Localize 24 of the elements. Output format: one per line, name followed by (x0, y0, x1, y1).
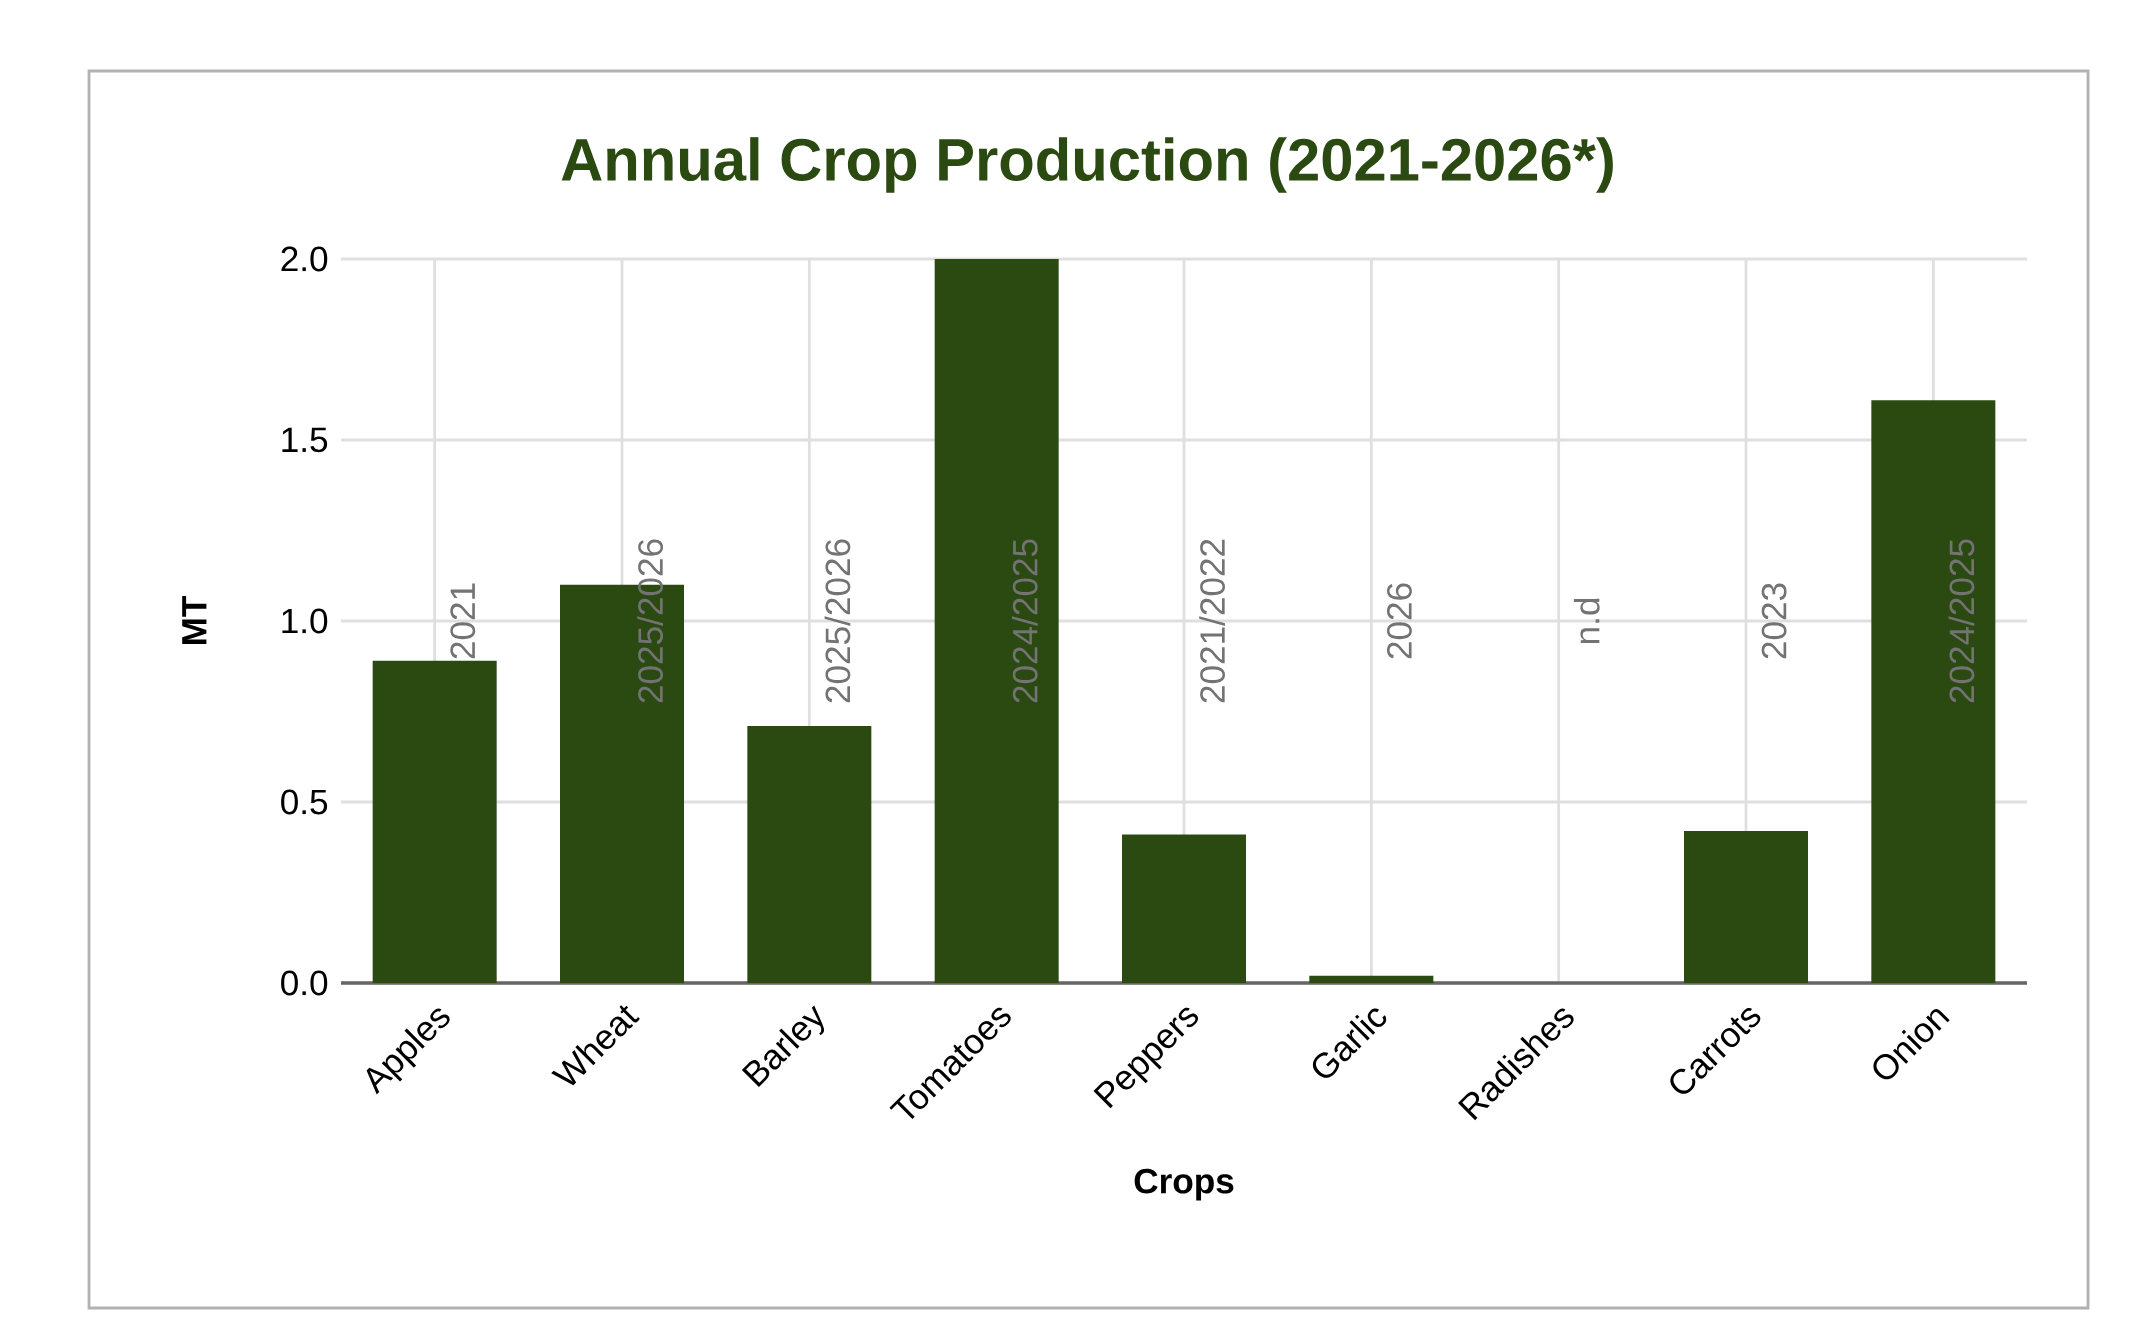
annotation: 2025/2026 (637, 539, 663, 703)
annotation: 2023 (1761, 583, 1787, 659)
y-tick-label: 0.0 (281, 970, 328, 996)
y-axis-title: MT (182, 595, 207, 644)
bar (1122, 834, 1246, 983)
annotation: 2024/2025 (1948, 539, 1975, 703)
annotation: 2025/2026 (824, 539, 851, 703)
annotation: 2024/2025 (1011, 539, 1038, 703)
bar (934, 258, 1059, 983)
annotation: 2021 (450, 583, 476, 659)
y-tick-label: 0.5 (281, 789, 328, 815)
y-tick-label: 1.0 (282, 608, 328, 634)
bar (1871, 400, 1996, 983)
annotation: n.d (1573, 598, 1600, 644)
chart-title: Annual Crop Production (2021-2026*) (561, 137, 1613, 193)
y-tick-label: 1.5 (282, 427, 328, 453)
x-axis-title: Crops (1134, 1168, 1234, 1201)
bar (747, 725, 872, 983)
bar (1684, 830, 1809, 983)
bar (1309, 975, 1434, 983)
y-tick-label: 2.0 (281, 246, 328, 272)
annotation: 2021/2022 (1199, 539, 1225, 703)
annotation: 2026 (1387, 583, 1412, 659)
bar (372, 660, 497, 983)
